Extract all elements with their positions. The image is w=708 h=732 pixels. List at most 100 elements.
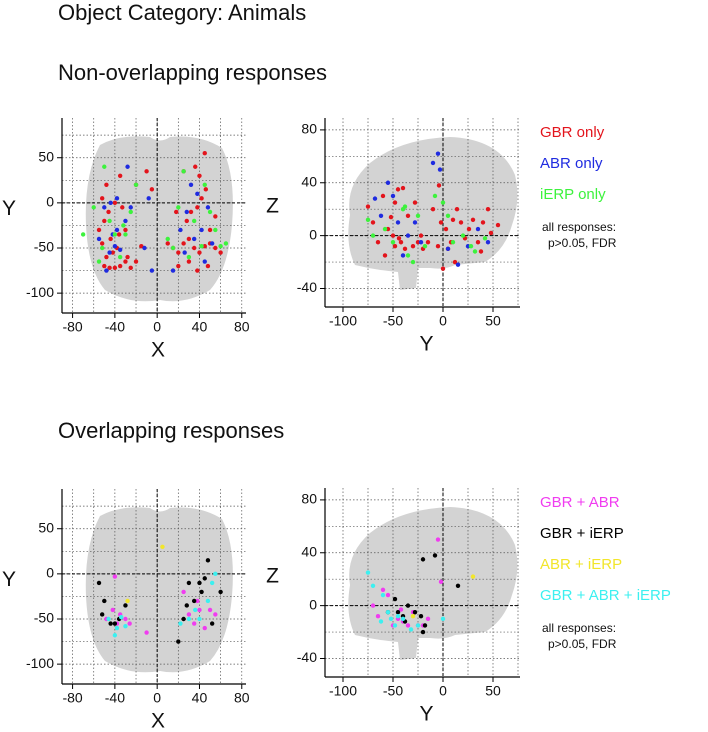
data-point xyxy=(372,196,378,201)
data-point xyxy=(420,557,426,562)
y-axis-label: Y xyxy=(2,197,16,220)
data-point xyxy=(390,240,396,245)
y-tick-label: 0 xyxy=(46,565,54,581)
y-tick-label: -40 xyxy=(297,279,317,295)
section-heading: Non-overlapping responses xyxy=(58,60,327,85)
data-point xyxy=(223,241,229,246)
x-tick-label: 80 xyxy=(234,319,250,335)
data-point xyxy=(412,200,418,205)
data-point xyxy=(410,259,416,265)
data-point xyxy=(181,241,186,246)
annotation: all responses: xyxy=(542,220,616,234)
data-point xyxy=(430,206,436,212)
data-point xyxy=(205,598,211,604)
data-point xyxy=(181,616,186,622)
data-point xyxy=(385,592,391,598)
y-tick-label: 0 xyxy=(309,596,317,612)
data-point xyxy=(485,240,491,245)
data-point xyxy=(195,598,200,604)
data-point xyxy=(117,263,123,269)
data-point xyxy=(102,598,107,604)
data-point xyxy=(470,574,476,579)
x-tick-label: -100 xyxy=(329,313,357,329)
y-tick-label: 50 xyxy=(38,519,54,535)
data-point xyxy=(405,603,411,608)
data-point xyxy=(112,243,118,249)
x-tick-label: 0 xyxy=(439,313,447,329)
data-point xyxy=(378,213,384,219)
data-point xyxy=(209,580,215,586)
figure-title: Object Category: Animals xyxy=(58,0,306,25)
data-point xyxy=(375,240,381,245)
data-point xyxy=(438,579,444,585)
data-point xyxy=(458,220,464,225)
data-point xyxy=(398,240,404,245)
data-point xyxy=(472,249,478,254)
data-point xyxy=(207,227,213,233)
data-point xyxy=(405,253,411,258)
data-point xyxy=(184,603,189,608)
data-point xyxy=(195,205,200,210)
data-point xyxy=(102,205,107,210)
data-point xyxy=(133,182,139,188)
y-tick-label: 0 xyxy=(309,226,317,242)
data-point xyxy=(213,571,218,577)
data-point xyxy=(197,580,202,586)
data-point xyxy=(482,236,488,241)
data-point xyxy=(106,616,111,622)
y-tick-label: 50 xyxy=(38,148,54,164)
data-point xyxy=(114,625,120,631)
data-point xyxy=(402,246,408,252)
data-point xyxy=(218,250,223,255)
data-point xyxy=(199,243,204,249)
data-point xyxy=(107,250,112,255)
data-point xyxy=(213,245,218,251)
data-point xyxy=(117,173,123,178)
data-point xyxy=(181,169,186,174)
data-point xyxy=(382,226,388,232)
data-point xyxy=(218,589,223,595)
data-point xyxy=(160,544,165,549)
legend-entry: ABR only xyxy=(540,155,603,172)
y-tick-label: 40 xyxy=(301,173,317,189)
data-point xyxy=(370,233,376,238)
data-point xyxy=(455,262,461,267)
x-axis-label: Y xyxy=(419,703,433,726)
brain-axial xyxy=(85,136,233,673)
data-point xyxy=(99,196,105,201)
data-point xyxy=(202,151,207,156)
data-point xyxy=(470,217,476,222)
data-point xyxy=(186,236,192,242)
data-point xyxy=(202,259,207,264)
data-point xyxy=(436,183,442,188)
data-point xyxy=(385,180,391,185)
data-point xyxy=(455,583,461,589)
data-point xyxy=(430,160,436,166)
x-tick-label: -50 xyxy=(383,313,403,329)
data-point xyxy=(110,607,115,613)
data-point xyxy=(191,598,197,604)
data-point xyxy=(193,607,198,613)
data-point xyxy=(443,226,449,232)
data-point xyxy=(125,598,130,604)
data-point xyxy=(114,227,120,233)
data-point xyxy=(99,241,105,246)
data-point xyxy=(112,574,118,579)
data-point xyxy=(438,220,444,225)
data-point xyxy=(209,241,215,246)
data-point xyxy=(142,245,147,251)
data-point xyxy=(207,209,213,215)
data-point xyxy=(176,205,181,210)
data-point xyxy=(178,621,183,626)
data-point xyxy=(435,537,441,542)
legend-entry: GBR + ABR + iERP xyxy=(540,587,671,604)
data-point xyxy=(395,187,401,192)
data-point xyxy=(128,265,133,271)
legend-entry: GBR only xyxy=(540,124,605,141)
data-point xyxy=(370,220,376,225)
annotation: p>0.05, FDR xyxy=(548,236,617,250)
data-point xyxy=(412,610,418,615)
data-point xyxy=(207,607,213,613)
data-point xyxy=(405,623,411,628)
